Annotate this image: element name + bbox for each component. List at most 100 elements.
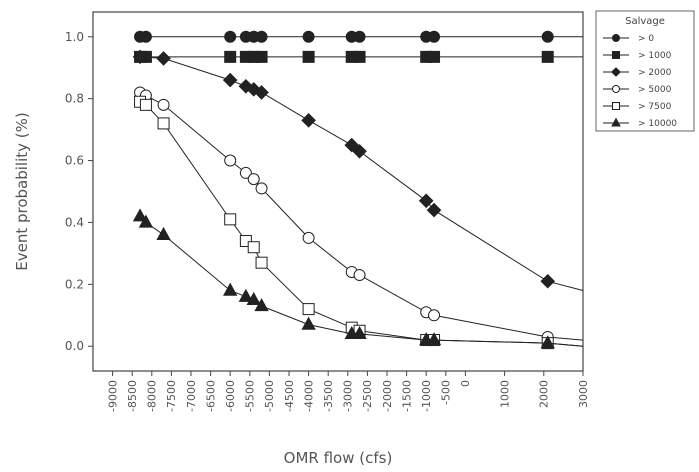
legend-label: > 10000	[638, 119, 677, 129]
data-point	[255, 50, 268, 63]
data-point	[353, 50, 366, 63]
x-tick-label: -3000	[342, 380, 355, 412]
data-point	[428, 50, 441, 63]
data-point	[612, 51, 620, 59]
y-tick-label: 0.8	[65, 92, 84, 106]
x-axis-ticks: -9000 -8500 -8000 -7500 -7000 -6500 -6000 -5500…	[106, 371, 590, 412]
data-point	[224, 30, 237, 43]
data-point	[353, 30, 366, 43]
x-tick-label: -4000	[302, 380, 315, 412]
data-point	[612, 34, 620, 42]
legend-title: Salvage	[625, 16, 665, 27]
data-point	[254, 298, 269, 312]
series-4	[134, 86, 584, 343]
legend-label: > 1000	[638, 51, 672, 61]
x-tick-label: -1000	[420, 380, 433, 412]
data-point	[426, 332, 442, 346]
data-point	[223, 282, 238, 296]
data-point	[157, 117, 170, 130]
data-point	[302, 303, 315, 316]
data-point	[611, 67, 621, 77]
data-point	[255, 30, 268, 43]
y-tick-label: 0.0	[65, 339, 84, 353]
x-tick-label: -6500	[204, 380, 217, 412]
x-tick-label: 3000	[577, 380, 590, 408]
legend-label: > 2000	[638, 68, 672, 78]
data-point	[254, 85, 269, 100]
data-point	[246, 291, 261, 305]
y-tick-label: 0.2	[65, 277, 84, 291]
data-point	[224, 154, 237, 167]
data-point	[302, 30, 315, 43]
data-point	[247, 173, 260, 186]
y-tick-label: 1.0	[65, 30, 84, 44]
data-point	[302, 231, 315, 244]
x-tick-label: -2000	[381, 380, 394, 412]
data-point	[222, 72, 238, 88]
data-point	[352, 325, 367, 340]
data-point	[132, 208, 148, 222]
y-tick-label: 0.6	[65, 154, 84, 168]
legend-label: > 0	[638, 34, 654, 44]
data-point	[541, 50, 554, 63]
data-point	[246, 82, 262, 97]
x-axis-title: OMR flow (cfs)	[284, 449, 393, 467]
data-point	[428, 30, 441, 43]
x-tick-label: -5500	[244, 380, 257, 412]
data-point	[540, 335, 555, 349]
data-point	[255, 256, 268, 269]
x-tick-label: -2500	[361, 380, 374, 412]
data-point	[247, 241, 260, 254]
data-point	[156, 226, 171, 241]
data-point	[612, 102, 620, 110]
x-tick-label: -7500	[165, 380, 178, 412]
legend-item: > 0	[603, 34, 654, 44]
data-point	[255, 182, 268, 195]
data-point	[301, 316, 316, 330]
x-tick-label: 2000	[538, 380, 551, 408]
y-axis-title: Event probability (%)	[13, 112, 31, 271]
data-point	[301, 113, 316, 128]
series-3	[132, 49, 584, 291]
data-point	[418, 193, 434, 209]
y-tick-label: 0.4	[65, 215, 84, 229]
data-point	[157, 98, 170, 111]
x-tick-label: -9000	[106, 380, 119, 412]
data-point	[353, 269, 366, 282]
x-tick-label: -7000	[185, 380, 198, 412]
series-layer	[132, 30, 584, 350]
data-point	[302, 50, 315, 63]
series-6	[132, 208, 584, 349]
data-point	[132, 49, 148, 65]
data-point	[238, 288, 254, 302]
data-point	[139, 30, 152, 43]
series-1	[134, 30, 583, 43]
data-point	[426, 202, 442, 218]
data-point	[612, 85, 620, 93]
data-point	[611, 117, 621, 127]
legend: Salvage > 0 > 1000 > 2000 > 5000 > 7500 > 100…	[595, 10, 695, 132]
legend-label: > 7500	[638, 102, 672, 112]
x-tick-label: 0	[459, 380, 472, 387]
data-point	[156, 51, 171, 66]
x-tick-label: -8500	[126, 380, 139, 412]
data-point	[239, 166, 252, 179]
x-tick-label: -3500	[322, 380, 335, 412]
legend-item: > 7500	[603, 102, 672, 112]
x-tick-label: -6000	[224, 380, 237, 412]
plot-frame	[92, 11, 584, 372]
data-point	[428, 309, 441, 322]
data-point	[224, 50, 237, 63]
legend-item: > 10000	[603, 117, 677, 129]
x-tick-label: -5000	[263, 380, 276, 412]
data-point	[224, 213, 237, 226]
data-point	[239, 235, 252, 248]
legend-item: > 1000	[603, 51, 672, 61]
data-point	[138, 214, 154, 228]
data-point	[352, 143, 367, 159]
x-tick-label: -8000	[146, 380, 159, 412]
legend-item: > 5000	[603, 85, 672, 95]
data-point	[541, 30, 554, 43]
x-tick-label: -500	[440, 380, 453, 405]
